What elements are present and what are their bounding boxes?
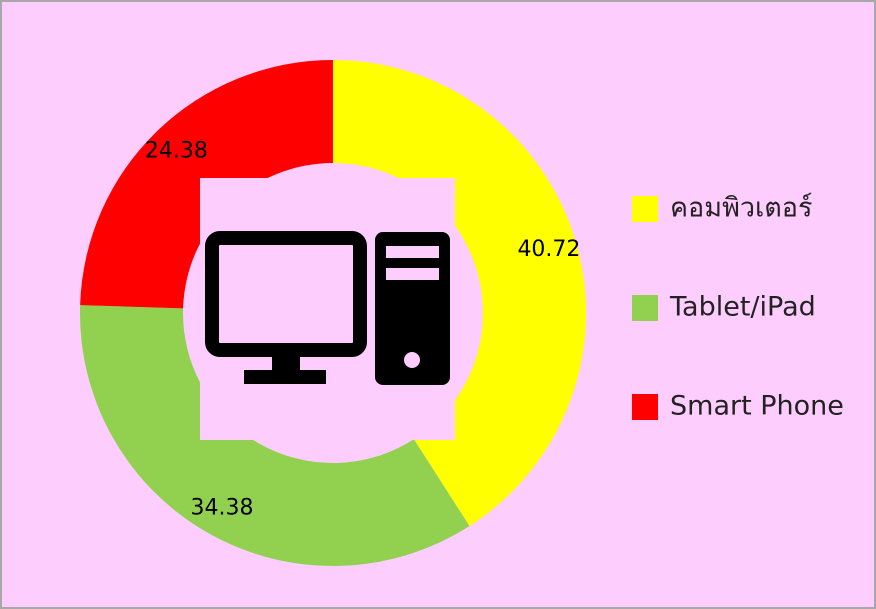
- value-label: 40.72: [517, 237, 580, 262]
- value-label: 34.38: [190, 496, 253, 521]
- legend: คอมพิวเตอร์ Tablet/iPad Smart Phone: [632, 192, 844, 422]
- slice: [333, 60, 587, 527]
- monitor-neck: [272, 350, 300, 372]
- legend-swatch: [632, 394, 658, 420]
- tower-button: [404, 352, 420, 368]
- tower-slot: [386, 246, 439, 258]
- tower-slot: [386, 268, 439, 280]
- legend-swatch: [632, 196, 658, 222]
- legend-label: คอมพิวเตอร์: [670, 192, 813, 224]
- slice: [79, 305, 470, 566]
- monitor-base: [244, 370, 326, 384]
- labels: 40.72 34.38 24.38: [145, 138, 581, 520]
- legend-swatch: [632, 295, 658, 321]
- legend-label: Tablet/iPad: [669, 292, 816, 323]
- legend-label: Smart Phone: [670, 391, 844, 422]
- center-icon: [200, 178, 455, 440]
- value-label: 24.38: [145, 138, 208, 163]
